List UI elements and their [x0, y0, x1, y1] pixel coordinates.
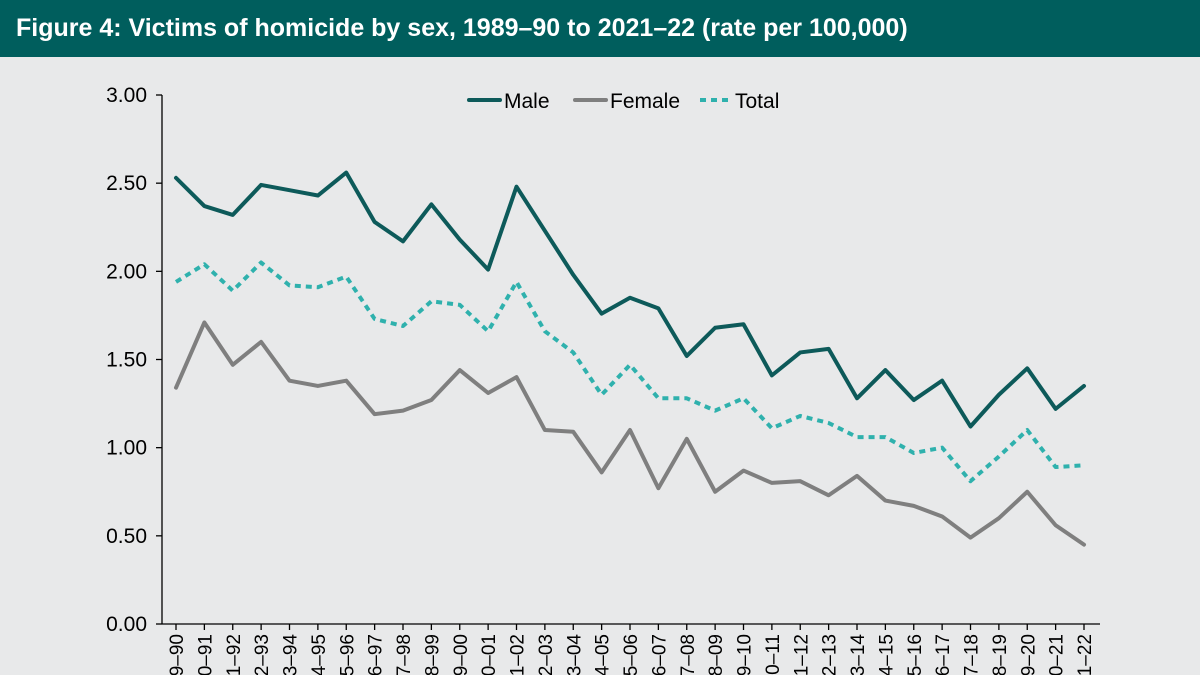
- y-tick-label: 2.00: [106, 260, 147, 283]
- series-line-male: [174, 170, 1086, 429]
- legend-label-female: Female: [610, 90, 680, 113]
- x-tick-label: 1993–94: [281, 634, 302, 675]
- y-tick-label: 1.50: [106, 349, 147, 372]
- y-tick-label: 3.00: [106, 84, 147, 107]
- x-tick-label: 2010–11: [763, 634, 784, 675]
- x-tick-label: 2004–05: [593, 634, 614, 675]
- x-tick-label: 1994–95: [309, 634, 330, 675]
- x-tick-label: 2011–12: [791, 634, 812, 675]
- x-tick-label: 1998–99: [422, 634, 443, 675]
- x-tick-label: 1996–97: [366, 634, 387, 675]
- x-tick-label: 2009–10: [735, 634, 756, 675]
- series-line-total: [174, 260, 1085, 484]
- legend-label-male: Male: [504, 90, 550, 113]
- x-tick-label: 2000–01: [479, 634, 500, 675]
- y-axis: 0.00 0.50 1.00 1.50 2.00 2.50 3.00: [106, 84, 163, 636]
- legend: Male Female Total: [467, 90, 779, 113]
- x-tick-label: 1990–91: [195, 634, 216, 675]
- x-tick-label: 2021–22: [1075, 634, 1096, 675]
- x-tick-label: 1999–00: [451, 634, 472, 675]
- x-tick-label: 2014–15: [876, 634, 897, 675]
- x-tick-label: 1995–96: [337, 634, 358, 675]
- x-tick-label: 2016–17: [933, 634, 954, 675]
- chart-area: 0.00 0.50 1.00 1.50 2.00 2.50 3.00 1989–90 1990…: [0, 57, 1200, 675]
- chart-title: Figure 4: Victims of homicide by sex, 19…: [16, 14, 908, 42]
- x-tick-label: 1992–93: [252, 634, 273, 675]
- y-tick-label: 2.50: [106, 172, 147, 195]
- x-axis: 1989–90 1990–91 1991–92 1992–93 1993–94 1994–…: [162, 623, 1100, 675]
- x-tick-label: 2020–21: [1047, 634, 1068, 675]
- x-tick-label: 2018–19: [990, 634, 1011, 675]
- x-tick-label: 2001–02: [508, 634, 529, 675]
- x-tick-label: 2015–16: [905, 634, 926, 675]
- y-tick-label: 1.00: [106, 437, 147, 460]
- x-tick-label: 2006–07: [649, 634, 670, 675]
- x-tick-label: 2005–06: [621, 634, 642, 675]
- x-tick-label: 2003–04: [564, 634, 585, 675]
- x-tick-label: 1997–98: [394, 634, 415, 675]
- chart-header: Figure 4: Victims of homicide by sex, 19…: [0, 0, 1200, 57]
- series-line-female: [174, 320, 1086, 547]
- x-tick-label: 2019–20: [1018, 634, 1039, 675]
- x-tick-label: 1989–90: [167, 634, 188, 675]
- series-lines: [174, 170, 1086, 547]
- legend-label-total: Total: [735, 90, 779, 113]
- y-tick-label: 0.50: [106, 525, 147, 548]
- x-tick-label: 2013–14: [848, 634, 869, 675]
- x-tick-label: 2017–18: [962, 634, 983, 675]
- x-tick-label: 1991–92: [224, 634, 245, 675]
- x-tick-label: 2007–08: [678, 634, 699, 675]
- x-tick-label: 2012–13: [820, 634, 841, 675]
- x-tick-label: 2008–09: [706, 634, 727, 675]
- line-chart: 0.00 0.50 1.00 1.50 2.00 2.50 3.00 1989–90 1990…: [106, 84, 1100, 675]
- y-tick-label: 0.00: [106, 613, 147, 636]
- x-tick-label: 2002–03: [536, 634, 557, 675]
